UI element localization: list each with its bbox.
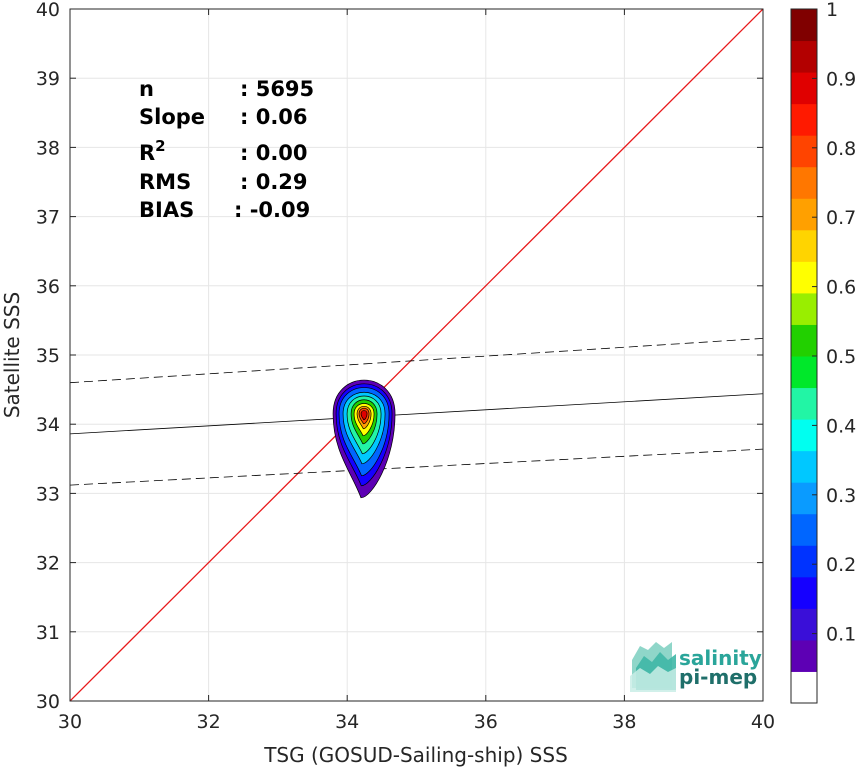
logo-text-pi-mep: pi-mep [679, 665, 757, 689]
y-tick-label: 37 [36, 207, 60, 229]
density-contours [332, 379, 396, 499]
y-axis-label: Satellite SSS [0, 292, 24, 418]
y-tick-label: 30 [36, 691, 60, 713]
stat-label: RMS [139, 170, 191, 194]
colorbar-segment [791, 40, 817, 73]
colorbar-segment [791, 9, 817, 42]
colorbar-tick-label: 0.9 [826, 68, 856, 90]
y-tick-label: 31 [36, 622, 60, 644]
colorbar-tick-label: 0.5 [826, 346, 856, 368]
colorbar-segment [791, 639, 817, 672]
x-tick-label: 34 [335, 711, 359, 733]
colorbar-segment [791, 608, 817, 641]
x-tick-label: 40 [751, 711, 775, 733]
colorbar-tick-label: 0.1 [826, 624, 856, 646]
stat-label: BIAS [139, 198, 194, 222]
logo-waves-icon [630, 642, 676, 692]
stat-value: : 0.29 [240, 170, 308, 194]
colorbar-segment [791, 482, 817, 515]
stat-label: R2 [139, 137, 166, 165]
colorbar-tick-label: 0.4 [826, 415, 856, 437]
colorbar-segment [791, 229, 817, 262]
x-tick-label: 38 [612, 711, 636, 733]
x-axis: 30 32 34 36 38 40 [58, 9, 775, 733]
grid [69, 8, 764, 702]
stat-label: n [139, 77, 154, 101]
fit-line [70, 393, 763, 435]
y-tick-label: 34 [36, 414, 60, 436]
colorbar-tick-label: 0.7 [826, 207, 856, 229]
stat-label: Slope [139, 105, 205, 129]
y-tick-label: 40 [36, 0, 60, 21]
colorbar-segment [791, 387, 817, 420]
colorbar-tick-label: 0.6 [826, 277, 856, 299]
colorbar-tick-label: 0.8 [826, 138, 856, 160]
colorbar-segment [791, 103, 817, 136]
colorbar-segment [791, 72, 817, 105]
salinity-pi-mep-logo: salinity pi-mep [630, 642, 762, 692]
y-tick-label: 32 [36, 553, 60, 575]
colorbar-segment [791, 292, 817, 325]
identity-line [70, 9, 763, 701]
colorbar-segment [791, 324, 817, 357]
colorbar-segment [791, 135, 817, 168]
fit-upper-line [70, 337, 763, 384]
colorbar-segment [791, 166, 817, 199]
x-tick-label: 30 [58, 711, 82, 733]
colorbar-segment [791, 356, 817, 389]
stat-value: : -0.09 [234, 198, 310, 222]
y-tick-label: 38 [36, 137, 60, 159]
x-tick-label: 32 [197, 711, 221, 733]
colorbar-segment [791, 198, 817, 231]
colorbar-tick-label: 0.2 [826, 554, 856, 576]
density-contour-level-10 [360, 410, 368, 421]
colorbar-tick-label: 0.3 [826, 485, 856, 507]
stats-box: n : 5695 Slope : 0.06 R2 : 0.00 RMS : 0.29 BIAS:… [139, 77, 314, 222]
colorbar-segment [791, 513, 817, 546]
colorbar-segment [791, 671, 817, 704]
colorbar-segment [791, 576, 817, 609]
y-tick-label: 39 [36, 68, 60, 90]
y-axis: 30 31 32 33 34 35 36 37 38 39 40 [36, 0, 763, 713]
y-tick-label: 33 [36, 483, 60, 505]
stat-value: : 0.00 [240, 141, 308, 165]
colorbar-segment [791, 450, 817, 483]
y-tick-label: 35 [36, 345, 60, 367]
y-tick-label: 36 [36, 276, 60, 298]
plot-area [70, 9, 763, 701]
logo-text-salinity: salinity [679, 646, 762, 670]
colorbar-segment [791, 419, 817, 452]
stat-value: : 5695 [240, 77, 314, 101]
colorbar-segment [791, 261, 817, 294]
x-axis-label: TSG (GOSUD-Sailing-ship) SSS [263, 743, 568, 767]
colorbar-tick-label: 1 [826, 0, 838, 21]
colorbar-segment [791, 545, 817, 578]
x-tick-label: 36 [474, 711, 498, 733]
fit-lower-line [70, 448, 763, 486]
colorbar: 0.1 0.2 0.3 0.4 0.5 0.6 0.7 0.8 0.9 1 [790, 0, 856, 704]
stat-value: : 0.06 [240, 105, 308, 129]
